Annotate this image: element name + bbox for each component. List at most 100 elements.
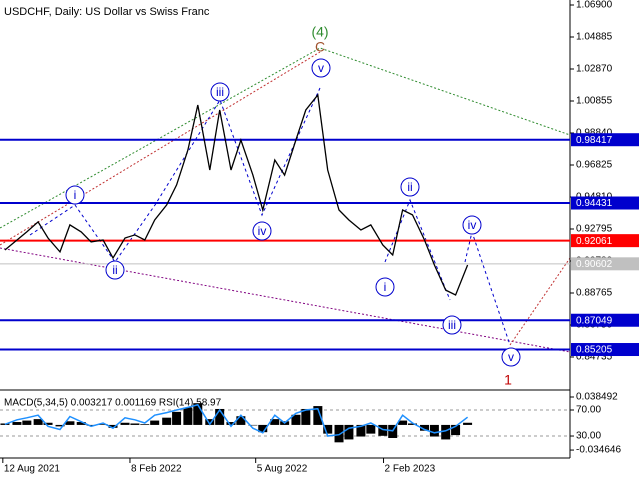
level-label: 0.87049: [576, 315, 613, 326]
y-tick-label: 0.038492: [576, 392, 618, 403]
x-tick-label: 5 Aug 2022: [257, 464, 308, 475]
macd-bar: [366, 424, 376, 434]
wave-label: iii: [216, 85, 224, 99]
y-tick-label: 1.02870: [576, 64, 613, 75]
indicator-title: MACD(5,34,5) 0.003217 0.001169 RSI(14) 5…: [4, 398, 222, 409]
macd-bar: [451, 424, 461, 436]
macd-bar: [86, 424, 96, 426]
wave-path: [384, 198, 451, 301]
macd-bar: [43, 422, 53, 425]
wave-circle: [501, 347, 521, 367]
wave-label: v: [508, 350, 514, 364]
y-tick-label: -0.034646: [576, 445, 621, 456]
level-box: [571, 313, 639, 327]
macd-bar: [215, 408, 225, 425]
macd-bar: [356, 424, 366, 437]
macd-bar: [98, 424, 108, 425]
macd-bar: [398, 420, 408, 425]
macd-bar: [76, 422, 86, 425]
chart-title: USDCHF, Daily: US Dollar vs Swiss Franc: [4, 6, 210, 18]
level-box: [571, 196, 639, 210]
wave-circle: [252, 221, 272, 241]
wave-annotation: C: [315, 39, 325, 55]
forecast-path: [509, 257, 571, 346]
macd-bar: [429, 424, 439, 437]
y-tick-label: 1.06900: [576, 0, 613, 11]
y-tick-label: 0.98840: [576, 128, 613, 139]
macd-bar: [120, 422, 130, 425]
wave-circle: [311, 58, 331, 78]
level-label: 0.90602: [576, 259, 613, 270]
macd-bar: [323, 424, 333, 434]
macd-bar: [226, 422, 236, 425]
macd-bar: [419, 424, 429, 431]
y-tick-label: 0.92795: [576, 224, 613, 235]
level-label: 0.92061: [576, 236, 613, 247]
macd-bar: [193, 403, 203, 425]
trend-line: [0, 247, 571, 353]
wave-circle: [65, 185, 85, 205]
x-tick-label: 12 Aug 2021: [4, 464, 61, 475]
level-box: [571, 234, 639, 248]
wave-label: i: [384, 280, 387, 294]
macd-bar: [270, 419, 280, 425]
macd-bar: [441, 424, 451, 440]
macd-bar: [172, 411, 182, 425]
macd-bar: [258, 424, 268, 433]
macd-bar: [236, 416, 246, 425]
wave-circle: [210, 82, 230, 102]
macd-bar: [378, 424, 388, 436]
macd-bar: [55, 424, 65, 427]
macd-bar: [248, 424, 258, 426]
macd-bar: [301, 408, 311, 425]
macd-bar: [463, 422, 473, 425]
wave-label: iv: [468, 218, 477, 232]
wave-circle: [462, 215, 482, 235]
wave-circle: [400, 177, 420, 197]
macd-bar: [407, 423, 417, 425]
y-tick-label: 1.04885: [576, 32, 613, 43]
macd-bar: [344, 424, 354, 440]
level-label: 0.85205: [576, 345, 613, 356]
level-box: [571, 133, 639, 147]
macd-bar: [291, 414, 301, 425]
macd-bar: [334, 424, 344, 443]
wave-label: i: [74, 188, 77, 202]
macd-bar: [183, 407, 193, 425]
wave-path: [29, 87, 321, 263]
y-tick-label: 0.84735: [576, 352, 613, 363]
wave-label: iii: [448, 318, 456, 332]
wave-circle: [375, 277, 395, 297]
wave-label: iv: [258, 224, 267, 238]
wave-circle: [442, 315, 462, 335]
macd-bar: [162, 417, 172, 425]
price-line: [4, 93, 469, 296]
y2-tick-label: 70.00: [576, 405, 601, 416]
macd-bar: [205, 419, 215, 425]
y-tick-label: 0.88765: [576, 288, 613, 299]
level-box: [571, 257, 639, 271]
y-tick-label: 0.96825: [576, 160, 613, 171]
y2-tick-label: 30.00: [576, 431, 601, 442]
macd-bar: [140, 424, 150, 425]
level-label: 0.94431: [576, 198, 613, 209]
rsi-line: [4, 403, 469, 437]
macd-bar: [22, 420, 32, 425]
x-tick-label: 8 Feb 2022: [131, 464, 182, 475]
wave-annotation: 1: [504, 372, 512, 388]
macd-bar: [33, 419, 43, 425]
level-box: [571, 343, 639, 357]
macd-bar: [130, 423, 140, 425]
wave-label: ii: [407, 180, 412, 194]
macd-bar: [65, 421, 75, 425]
level-label: 0.98417: [576, 135, 613, 146]
wave-label: v: [318, 61, 324, 75]
macd-bar: [108, 424, 118, 428]
wave-annotation: (4): [311, 24, 328, 40]
wave-label: ii: [112, 263, 117, 277]
y-tick-label: 1.00855: [576, 96, 613, 107]
wave-circle: [105, 260, 125, 280]
x-tick-label: 2 Feb 2023: [385, 464, 436, 475]
macd-bar: [12, 422, 22, 425]
